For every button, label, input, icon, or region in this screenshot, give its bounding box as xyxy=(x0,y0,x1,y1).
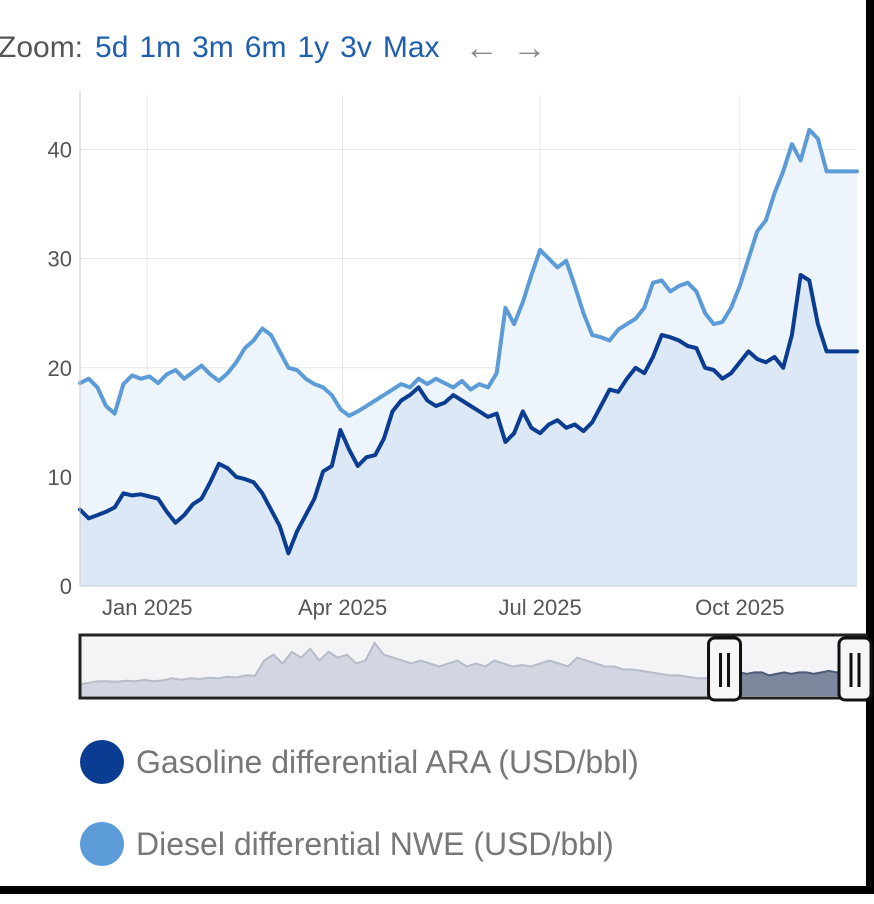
arrow-left-icon[interactable]: ← xyxy=(464,29,499,67)
zoom-label: Zoom: xyxy=(0,31,84,64)
navigator-left-handle-body xyxy=(707,636,743,702)
zoom-toolbar: Zoom: 5d 1m 3m 6m 1y 3v Max ← → xyxy=(0,28,547,68)
series-areas xyxy=(80,129,857,586)
y-tick-label: 30 xyxy=(48,247,72,272)
y-tick-label: 10 xyxy=(48,465,72,490)
x-tick-label: Jul 2025 xyxy=(499,595,582,620)
legend-label-gasoline: Gasoline differential ARA (USD/bbl) xyxy=(136,743,639,780)
navigator-area xyxy=(80,642,725,696)
legend-item-diesel[interactable]: Diesel differential NWE (USD/bbl) xyxy=(80,822,639,866)
y-tick-label: 0 xyxy=(60,574,72,599)
x-tick-label: Jan 2025 xyxy=(102,595,193,620)
legend: Gasoline differential ARA (USD/bbl) Dies… xyxy=(80,740,639,904)
y-tick-label: 20 xyxy=(48,356,72,381)
series-line-0 xyxy=(78,127,859,418)
y-tick-label: 40 xyxy=(48,138,72,163)
axes: 0 10 20 30 40 Jan 2025 Apr 2025 Jul 2025 Oct 202… xyxy=(48,90,857,620)
zoom-3m-button[interactable]: 3m xyxy=(192,31,234,64)
legend-item-gasoline[interactable]: Gasoline differential ARA (USD/bbl) xyxy=(80,740,639,784)
navigator-selected-area xyxy=(724,669,866,696)
navigator-line xyxy=(79,641,725,686)
zoom-3v-button[interactable]: 3v xyxy=(340,31,372,64)
x-tick-label: Oct 2025 xyxy=(695,595,784,620)
arrow-right-icon[interactable]: → xyxy=(512,29,547,67)
navigator[interactable] xyxy=(78,633,873,702)
zoom-1y-button[interactable]: 1y xyxy=(297,31,330,64)
zoom-1m-button[interactable]: 1m xyxy=(139,31,182,64)
zoom-6m-button[interactable]: 6m xyxy=(244,31,287,64)
navigator-right-handle[interactable] xyxy=(837,636,873,702)
bottom-border xyxy=(0,886,874,894)
navigator-left-handle[interactable] xyxy=(707,636,743,702)
legend-marker-diesel xyxy=(80,822,124,866)
navigator-right-handle-body xyxy=(837,636,873,702)
zoom-5d-button[interactable]: 5d xyxy=(95,31,129,64)
series-lines xyxy=(78,127,859,556)
x-tick-label: Apr 2025 xyxy=(298,595,387,620)
zoom-max-button[interactable]: Max xyxy=(382,31,440,64)
series-area-1 xyxy=(80,275,857,586)
legend-marker-gasoline xyxy=(80,740,124,784)
legend-label-diesel: Diesel differential NWE (USD/bbl) xyxy=(136,825,614,862)
right-border xyxy=(866,0,874,894)
series-line-1 xyxy=(78,273,859,556)
